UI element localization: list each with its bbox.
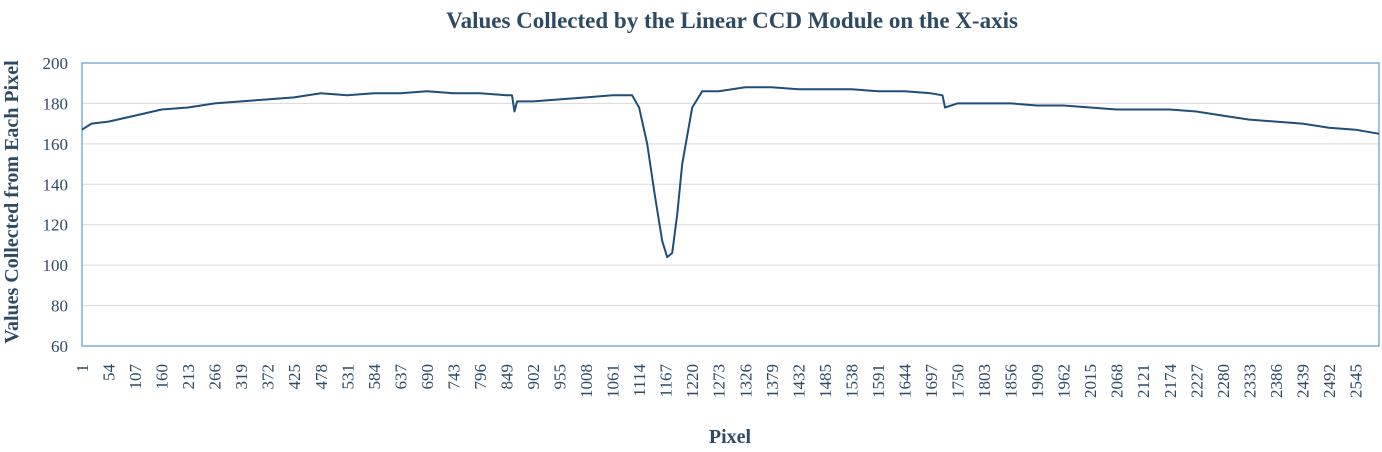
x-tick-label: 2174 xyxy=(1161,364,1180,399)
x-tick-label: 1379 xyxy=(763,364,782,398)
x-tick-label: 849 xyxy=(497,364,516,390)
y-tick-label: 160 xyxy=(43,135,69,154)
x-tick-label: 2227 xyxy=(1187,364,1206,399)
x-tick-label: 1432 xyxy=(789,364,808,398)
x-axis-title: Pixel xyxy=(709,426,752,448)
y-tick-label: 120 xyxy=(43,216,69,235)
x-tick-label: 2280 xyxy=(1214,364,1233,398)
y-gridlines xyxy=(82,102,1379,307)
y-tick-label: 200 xyxy=(43,54,69,73)
x-tick-label: 2333 xyxy=(1240,364,1259,398)
x-tick-label: 1591 xyxy=(869,364,888,398)
x-tick-label: 54 xyxy=(100,364,119,382)
plot-area-frame xyxy=(81,62,1380,347)
x-tick-label: 2015 xyxy=(1081,364,1100,398)
x-tick-label: 213 xyxy=(179,364,198,390)
y-tick-label: 80 xyxy=(51,297,68,316)
y-tick-label: 100 xyxy=(43,256,69,275)
x-tick-label: 372 xyxy=(259,364,278,390)
y-tick-label: 140 xyxy=(43,175,69,194)
y-tick-label: 60 xyxy=(51,337,68,356)
x-tick-label: 160 xyxy=(153,364,172,390)
x-tick-label: 1697 xyxy=(922,364,941,399)
x-tick-label: 1061 xyxy=(604,364,623,398)
x-tick-label: 2121 xyxy=(1134,364,1153,398)
x-tick-label: 1962 xyxy=(1055,364,1074,398)
x-tick-label: 1273 xyxy=(710,364,729,398)
x-tick-label: 531 xyxy=(338,364,357,390)
x-tick-label: 319 xyxy=(232,364,251,390)
x-tick-label: 1 xyxy=(73,364,92,373)
x-tick-label: 637 xyxy=(391,364,410,390)
x-tick-label: 1909 xyxy=(1028,364,1047,398)
x-tick-label: 1644 xyxy=(895,364,914,399)
y-axis-ticks: 60 80 100 120 140 160 180 200 xyxy=(43,54,69,356)
chart-title: Values Collected by the Linear CCD Modul… xyxy=(446,8,1018,33)
x-tick-label: 2545 xyxy=(1346,364,1365,398)
x-tick-label: 266 xyxy=(206,364,225,390)
x-tick-label: 796 xyxy=(471,364,490,390)
x-tick-label: 1485 xyxy=(816,364,835,398)
x-tick-label: 2386 xyxy=(1267,364,1286,398)
series-layer xyxy=(81,86,1380,259)
y-tick-label: 180 xyxy=(43,94,69,113)
x-tick-label: 1326 xyxy=(736,364,755,398)
x-tick-label: 902 xyxy=(524,364,543,390)
x-tick-label: 1750 xyxy=(949,364,968,398)
x-tick-label: 1220 xyxy=(683,364,702,398)
x-tick-label: 955 xyxy=(551,364,570,390)
x-tick-label: 107 xyxy=(126,364,145,390)
x-tick-label: 584 xyxy=(365,364,384,390)
x-tick-label: 1856 xyxy=(1002,364,1021,398)
x-tick-label: 2439 xyxy=(1293,364,1312,398)
x-tick-label: 478 xyxy=(312,364,331,390)
x-tick-label: 2068 xyxy=(1108,364,1127,398)
x-tick-label: 690 xyxy=(418,364,437,390)
y-axis-title: Values Collected from Each Pixel xyxy=(1,60,23,344)
x-tick-label: 743 xyxy=(444,364,463,390)
x-tick-label: 1803 xyxy=(975,364,994,398)
series-line xyxy=(81,86,1380,259)
x-axis-ticks: 1 54 107 160 213 266 319 372 425 478 531 584 637 690 7… xyxy=(73,364,1365,399)
x-tick-label: 2492 xyxy=(1320,364,1339,398)
x-tick-label: 1008 xyxy=(577,364,596,398)
x-tick-label: 1538 xyxy=(842,364,861,398)
x-tick-label: 1167 xyxy=(657,364,676,398)
x-tick-label: 425 xyxy=(285,364,304,390)
x-tick-label: 1114 xyxy=(630,364,649,397)
